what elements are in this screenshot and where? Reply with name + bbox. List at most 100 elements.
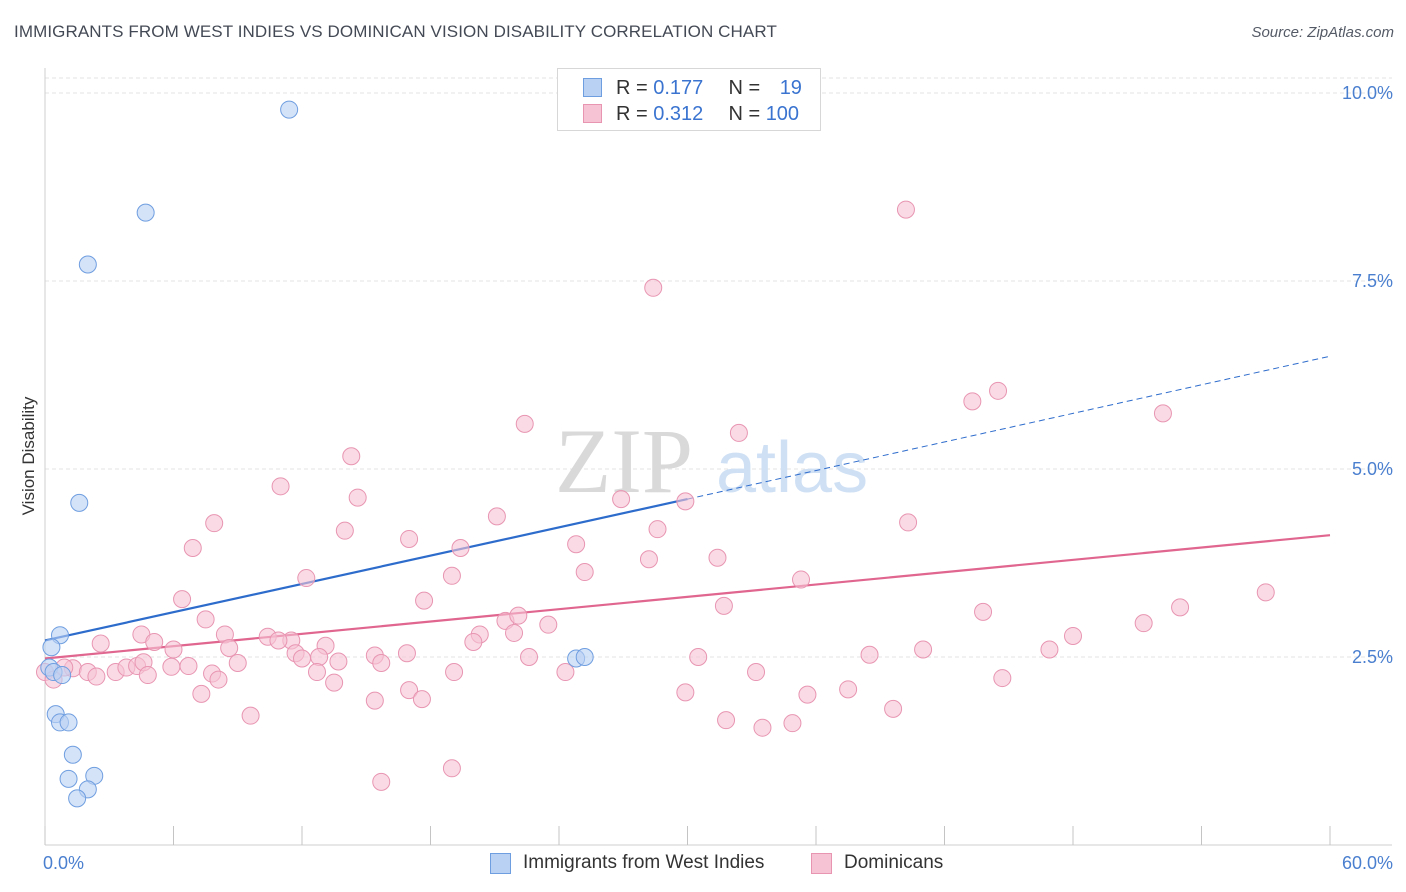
dominican-point [747,663,766,682]
blue-swatch [490,853,511,874]
dominican-point [1256,583,1275,602]
dominican-point [860,645,879,664]
dominican-point [648,520,667,539]
dominican-point [1153,404,1172,423]
x-tick-label: 60.0% [1342,853,1393,873]
dominican-point [451,538,470,557]
dominican-point [307,663,326,682]
dominican-point [179,657,198,676]
dominican-point [365,691,384,710]
dominican-point [567,535,586,554]
dominican-point [974,602,993,621]
n-value: 19 [779,77,802,99]
dominican-point [798,685,817,704]
west-indies-point [59,769,78,788]
dominican-point [164,640,183,659]
west-indies-point [575,648,594,667]
dominican-point [192,684,211,703]
axis-labels: 2.5% 5.0% 7.5% 10.0% 0.0% 60.0% Vision Disabil… [19,83,1393,873]
dominican-point [87,667,106,686]
dominican-point [539,615,558,634]
dominican-point [271,477,290,496]
x-tick-label: 0.0% [43,853,84,873]
dominican-trend-line [44,534,1331,660]
chart-title: IMMIGRANTS FROM WEST INDIES VS DOMINICAN… [14,22,777,41]
dominican-point [896,200,915,219]
west-indies-point [53,666,72,685]
dominican-point [442,566,461,585]
dominican-point [520,648,539,667]
dominican-point [612,490,631,509]
dominican-point [342,447,361,466]
dominican-point [205,514,224,533]
dominican-point [914,640,933,659]
dominican-point [989,381,1008,400]
y-tick-label: 5.0% [1352,459,1393,479]
dominican-point [556,663,575,682]
dominican-point [509,606,528,625]
west-indies-point [280,100,299,119]
dominican-point [708,548,727,567]
dominican-point [145,632,164,651]
dominican-point [644,278,663,297]
dominican-point [220,638,239,657]
dominican-point [372,772,391,791]
dominican-point [1064,626,1082,645]
data-points [36,100,1275,808]
dominican-point [241,706,260,725]
dominican-point [412,690,431,709]
n-value: 100 [765,103,800,125]
gridlines [45,77,1392,658]
dominican-point [335,521,354,540]
dominican-point [714,596,733,615]
dominican-point [639,550,658,569]
dominican-point [717,711,736,730]
blue-swatch [583,78,602,97]
r-label: R = [616,77,654,99]
pink-swatch [583,104,602,123]
dominican-point [162,657,181,676]
west-indies-point [59,713,78,732]
dominican-point [792,570,811,589]
dominican-point [400,529,419,548]
dominican-point [400,681,419,700]
dominican-point [329,652,348,671]
dominican-point [228,654,247,673]
dominican-point [138,666,157,685]
dominican-point [196,610,215,629]
dominican-point [293,649,311,668]
dominican-point [575,563,594,582]
dominican-point [505,623,524,642]
dominican-point [173,590,192,609]
legend-label: Dominicans [844,852,944,873]
dominican-point [899,513,918,532]
west-indies-point [136,203,155,222]
dominican-point [415,591,434,610]
y-tick-label: 10.0% [1342,83,1393,103]
dominican-point [993,669,1012,688]
dominican-point [397,644,416,663]
dominican-point [269,631,288,650]
west-indies-trend-line [44,498,688,642]
y-tick-label: 2.5% [1352,647,1393,667]
dominican-point [884,699,903,718]
stats-legend: R = 0.177 N = 19 R = 0.312 N = 100 [557,68,821,131]
west-indies-point [78,255,97,274]
y-axis-title: Vision Disability [19,396,38,515]
dominican-point [372,654,391,673]
dominican-point [689,648,708,667]
pink-swatch [811,853,832,874]
r-label: R = [616,103,654,125]
dominican-point [209,670,228,689]
dominican-point [487,507,506,526]
dominican-point [783,714,802,733]
dominican-point [442,759,461,778]
west-indies-point [42,638,61,657]
dominican-point [1171,598,1190,617]
dominican-point [753,718,772,737]
dominican-point [183,538,202,557]
legend-label: Immigrants from West Indies [523,852,765,873]
r-value: 0.177 [653,77,704,99]
dominican-point [325,673,344,692]
